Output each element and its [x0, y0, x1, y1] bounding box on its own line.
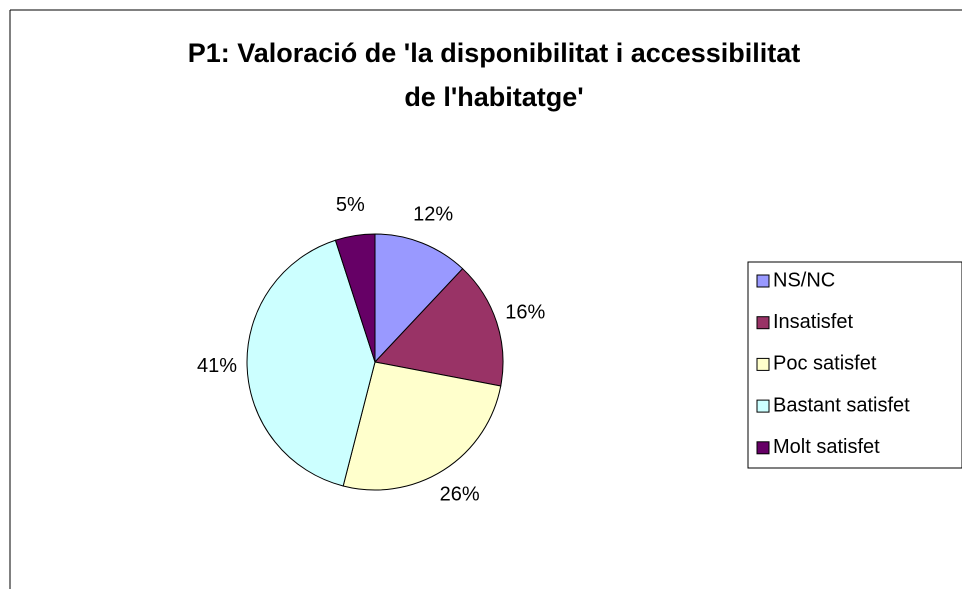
- pie-slice: [374, 233, 464, 364]
- legend-label: Molt satisfet: [773, 436, 880, 458]
- legend-swatch: [756, 441, 770, 455]
- data-label: 5%: [336, 194, 365, 216]
- legend-box: [747, 261, 962, 469]
- data-label: 16%: [505, 301, 545, 323]
- legend-label: Bastant satisfet: [773, 394, 910, 416]
- legend-swatch: [756, 316, 770, 330]
- legend-swatch: [756, 399, 770, 413]
- legend-label: Insatisfet: [773, 311, 853, 333]
- data-label: 26%: [440, 484, 480, 506]
- pie-slice: [334, 233, 376, 363]
- data-label: 12%: [413, 203, 453, 225]
- legend-swatch: [756, 357, 770, 371]
- pie-slice: [246, 239, 376, 487]
- pie-slice: [342, 361, 502, 491]
- chart-title: P1: Valoració de 'la disponibilitat i ac…: [188, 38, 801, 68]
- legend-swatch: [756, 274, 770, 288]
- legend-label: Poc satisfet: [773, 353, 877, 375]
- legend-label: NS/NC: [773, 269, 835, 291]
- data-label: 41%: [197, 355, 237, 377]
- chart-title: de l'habitatge': [404, 82, 583, 112]
- pie-slice: [374, 267, 504, 387]
